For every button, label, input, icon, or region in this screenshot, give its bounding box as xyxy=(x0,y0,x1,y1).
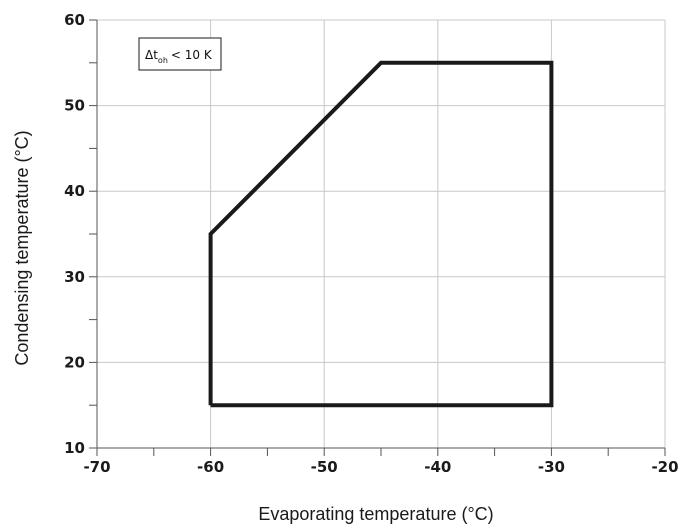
y-tick-label: 50 xyxy=(64,97,85,115)
axes-layer xyxy=(96,20,665,449)
annotation-label: Δtoh < 10 K xyxy=(145,48,213,65)
annotation-symbol: Δt xyxy=(145,48,158,62)
y-tick-label: 30 xyxy=(64,268,85,286)
y-tick-label: 40 xyxy=(64,182,85,200)
x-tick-label: -20 xyxy=(651,458,678,476)
x-tick-label: -30 xyxy=(538,458,565,476)
annotation-frame xyxy=(138,37,222,71)
ticks-layer: -70 -60 -50 -40 -30 -20 10 20 30 40 50 60 xyxy=(64,11,678,476)
x-tick-label: -50 xyxy=(311,458,338,476)
annotation-box: Δtoh < 10 K xyxy=(138,37,222,71)
x-tick-label: -70 xyxy=(83,458,110,476)
series-layer xyxy=(208,60,554,408)
y-tick-label: 20 xyxy=(64,353,85,371)
y-tick-label: 10 xyxy=(64,439,85,457)
x-tick-label: -40 xyxy=(424,458,451,476)
grid-layer xyxy=(97,19,666,448)
envelope-line xyxy=(208,60,554,408)
annotation-condition: < 10 K xyxy=(171,48,213,62)
x-tick-label: -60 xyxy=(197,458,224,476)
x-axis-label: Evaporating temperature (°C) xyxy=(258,504,493,524)
y-tick-label: 60 xyxy=(64,11,85,29)
annotation-subscript: oh xyxy=(158,56,168,65)
y-axis-label: Condensing temperature (°C) xyxy=(12,130,32,365)
